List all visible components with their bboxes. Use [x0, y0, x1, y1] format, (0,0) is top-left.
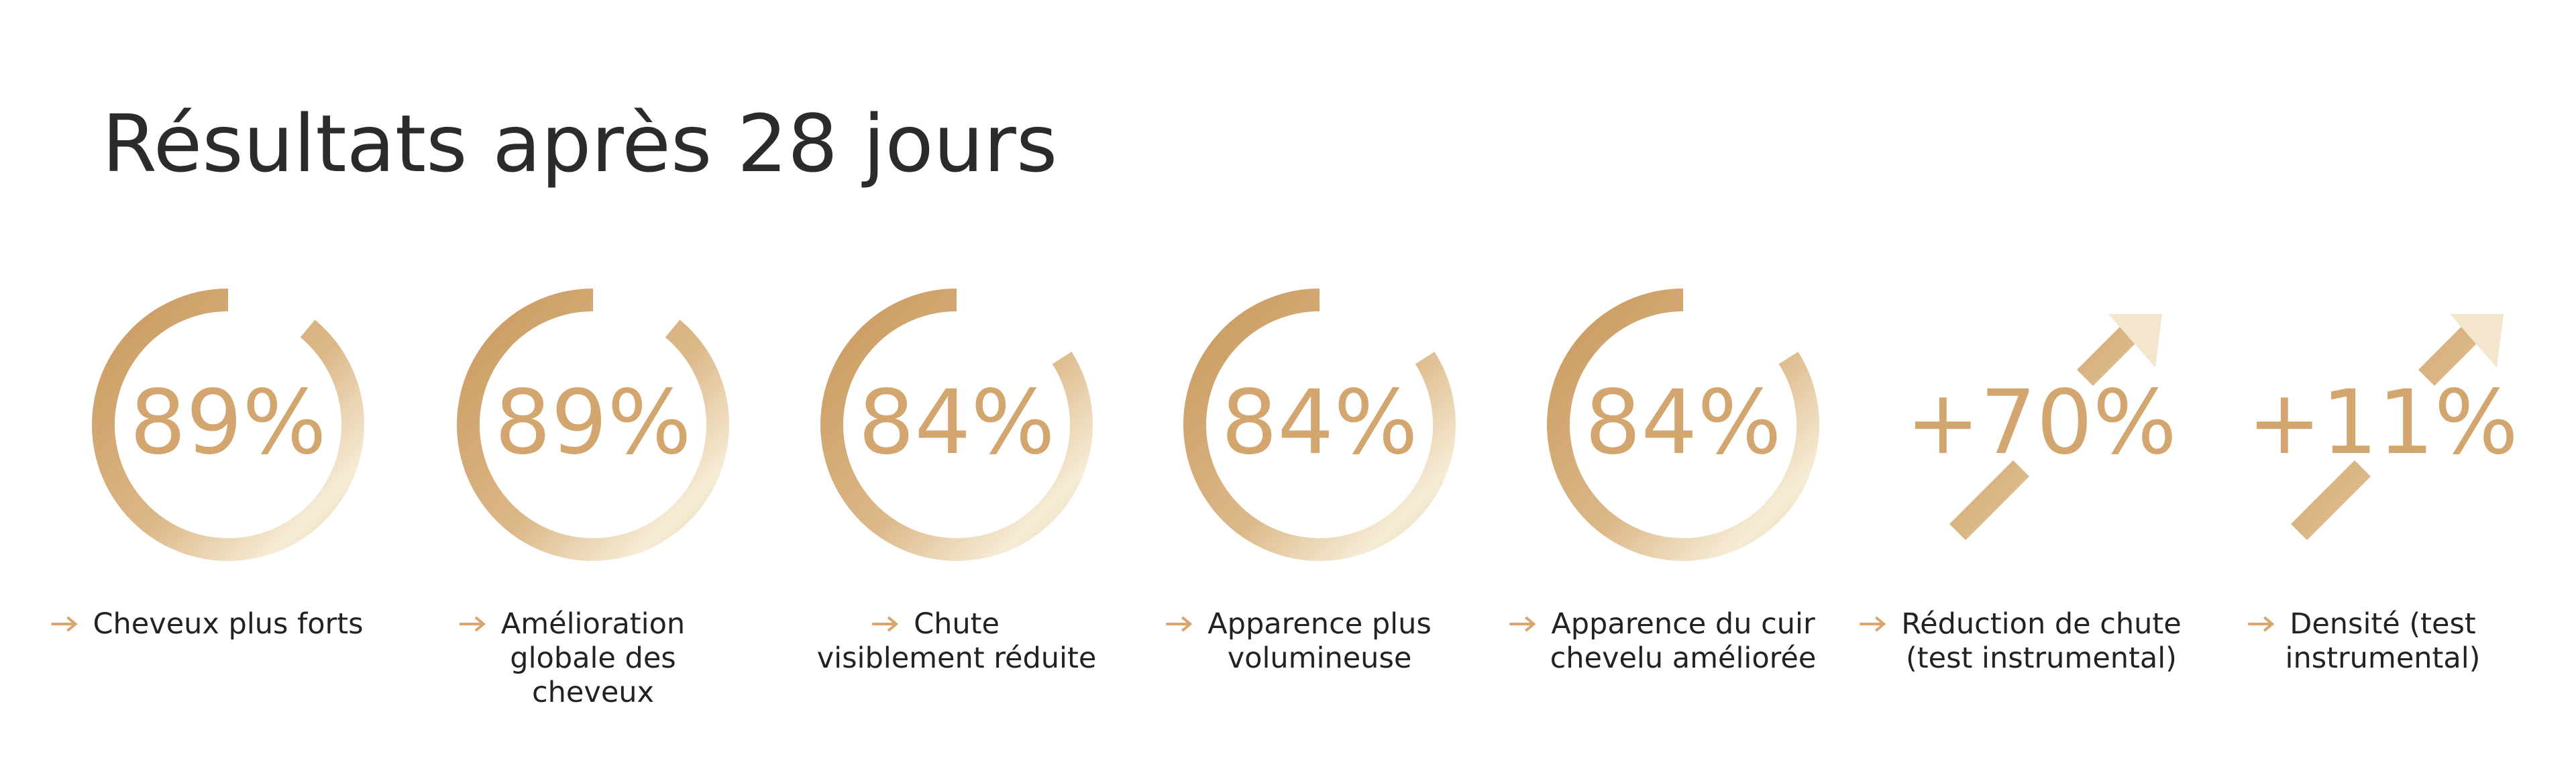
caption: globale des	[510, 641, 676, 675]
caption-arrow	[51, 616, 78, 632]
caption: Chute	[914, 607, 1000, 641]
growth-arrow	[2290, 319, 2485, 541]
caption-arrow	[2248, 616, 2275, 632]
result-item: 89% Cheveux plus forts	[51, 289, 364, 641]
progress-ring	[820, 289, 1093, 561]
caption: chevelu améliorée	[1550, 641, 1817, 675]
value-label: +11%	[2247, 371, 2518, 474]
growth-arrow	[1949, 319, 2144, 541]
caption-arrow	[872, 616, 899, 632]
progress-ring	[1183, 289, 1456, 561]
caption: Apparence plus	[1208, 607, 1431, 641]
caption-arrow	[459, 616, 486, 632]
title: Résultats après 28 jours	[102, 97, 1057, 190]
caption: visiblement réduite	[817, 641, 1097, 675]
progress-ring	[92, 289, 364, 561]
caption: (test instrumental)	[1906, 641, 2177, 675]
arrow-head	[2450, 314, 2504, 368]
caption: Amélioration	[501, 607, 685, 641]
value-label: 89%	[129, 371, 326, 474]
progress-ring	[1547, 289, 1819, 561]
value-label: +70%	[1906, 371, 2177, 474]
caption-arrow	[1860, 616, 1886, 632]
caption: Apparence du cuir	[1551, 607, 1815, 641]
value-label: 84%	[858, 371, 1055, 474]
arrow-head	[2108, 314, 2162, 368]
caption-arrow	[1509, 616, 1536, 632]
result-item: +70% Réduction de chute(test instrumental…	[1860, 314, 2182, 675]
progress-ring	[457, 289, 729, 561]
value-label: 84%	[1585, 371, 1781, 474]
caption: Cheveux plus forts	[93, 607, 364, 641]
caption-arrow	[1166, 616, 1193, 632]
value-label: 84%	[1221, 371, 1417, 474]
caption: Densité (test	[2290, 607, 2476, 641]
caption: Réduction de chute	[1901, 607, 2182, 641]
caption: volumineuse	[1228, 641, 1412, 675]
caption: instrumental)	[2286, 641, 2481, 675]
caption: cheveux	[532, 676, 654, 709]
value-label: 89%	[494, 371, 691, 474]
